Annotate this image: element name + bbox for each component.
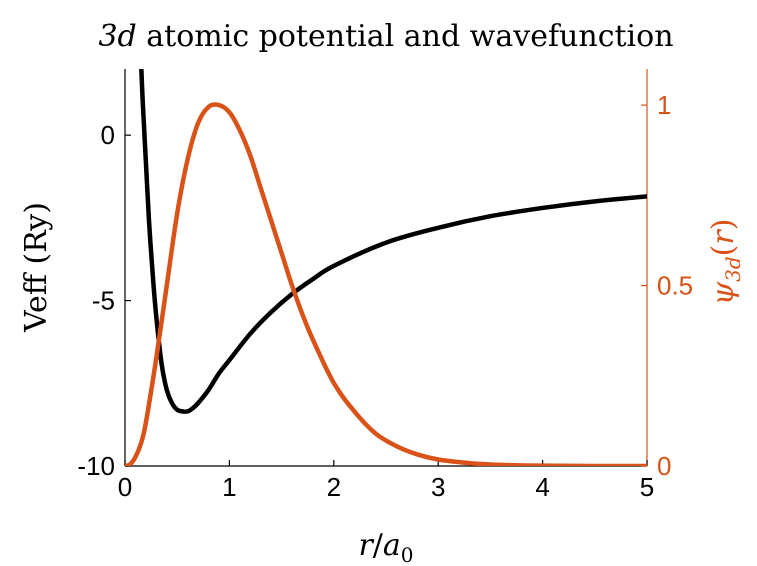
psi-3d-line	[125, 102, 647, 466]
x-tick-label: 0	[118, 472, 132, 502]
right-y-tick-label: 0	[657, 451, 671, 481]
left-y-ticks: -10 -5 0	[77, 120, 131, 481]
right-y-axis-label: ψ3d(r)	[706, 219, 745, 306]
x-tick-label: 2	[327, 472, 341, 502]
x-tick-label: 1	[222, 472, 236, 502]
x-tick-label: 3	[431, 472, 445, 502]
left-y-tick-label: -10	[77, 451, 115, 481]
left-y-axis-label: Veff (Ry)	[19, 202, 54, 333]
x-tick-label: 5	[640, 472, 654, 502]
veff-line	[139, 69, 647, 414]
x-ticks: 0 1 2 3 4 5	[118, 460, 654, 502]
right-y-ticks: 00.51	[641, 90, 693, 481]
right-y-tick-label: 1	[657, 90, 671, 120]
x-tick-label: 4	[535, 472, 549, 502]
x-axis-label: r/a0	[358, 528, 413, 566]
right-y-tick-label: 0.5	[657, 271, 693, 301]
chart-title: 3d atomic potential and wavefunction	[98, 19, 673, 54]
left-y-tick-label: -5	[92, 286, 115, 316]
left-y-tick-label: 0	[101, 120, 115, 150]
